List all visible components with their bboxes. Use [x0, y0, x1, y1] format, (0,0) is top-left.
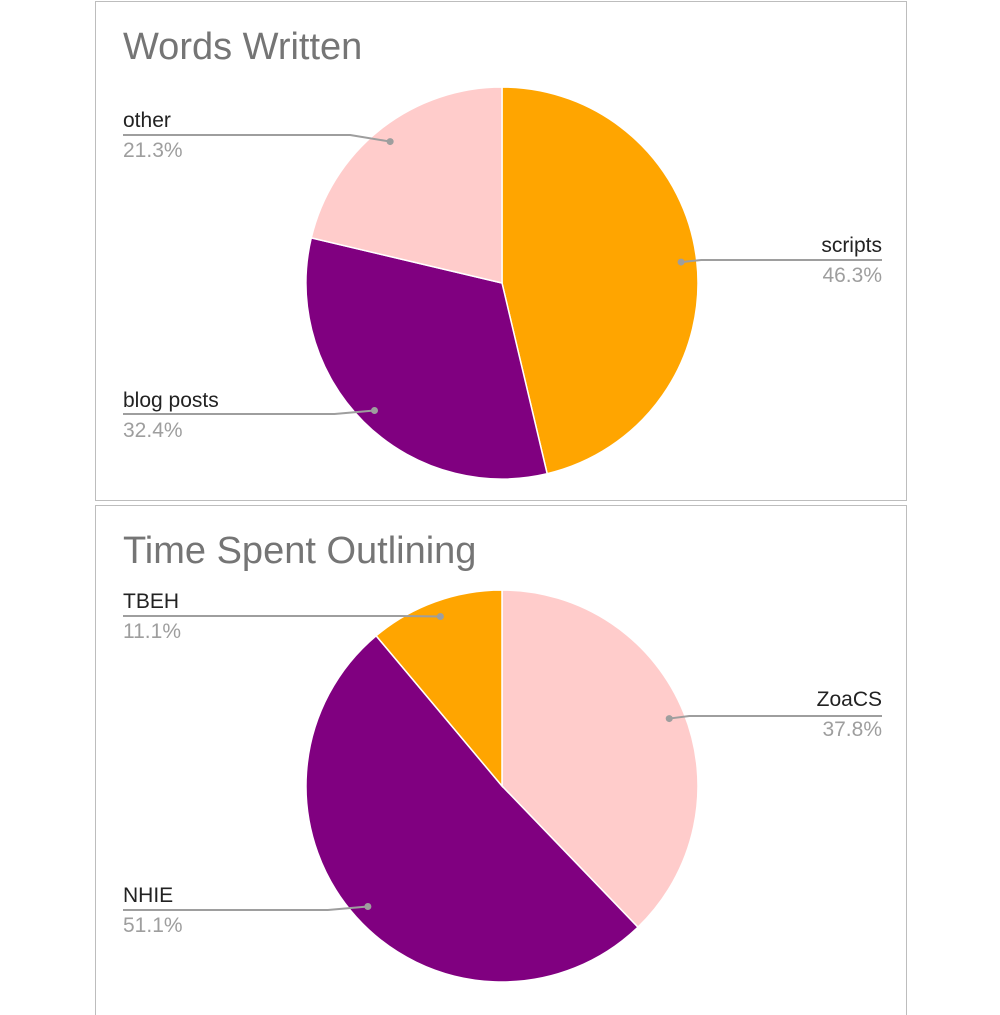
leader-line-scripts [680, 259, 882, 264]
slice-percent-tbeh: 11.1% [123, 620, 181, 643]
pie-slice-other [310, 86, 503, 284]
leader-dot-scripts [677, 258, 685, 266]
leader-line-tbeh [123, 615, 441, 618]
slice-label-zoacs: ZoaCS [817, 688, 882, 711]
leader-dot-blog-posts [370, 407, 378, 415]
chart-title: Words Written [123, 26, 362, 68]
pie-slices [305, 589, 699, 983]
slice-percent-nhie: 51.1% [123, 914, 183, 937]
slice-percent-scripts: 46.3% [822, 264, 882, 287]
leader-dot-tbeh [436, 613, 444, 621]
pie-slice-tbeh [375, 589, 503, 789]
leader-line-blog-posts [123, 409, 375, 415]
pie-slice-blog-posts [305, 236, 549, 480]
slice-percent-zoacs: 37.8% [822, 718, 882, 741]
pie-slices [305, 86, 699, 480]
leader-dot-nhie [364, 903, 372, 911]
pie-slice-zoacs [501, 589, 699, 929]
slice-label-nhie: NHIE [123, 884, 173, 907]
slice-percent-blog-posts: 32.4% [123, 419, 183, 442]
leader-line-other [123, 134, 391, 143]
slice-label-tbeh: TBEH [123, 590, 179, 613]
time-spent-outlining-chart: Time Spent Outlining ZoaCS 37.8% NHIE 51.1%… [95, 505, 907, 1015]
slice-label-scripts: scripts [821, 234, 882, 257]
words-written-chart: Words Written scripts 46.3% blog posts 32.4… [95, 1, 907, 501]
words-written-pie-svg: Words Written scripts 46.3% blog posts 32.4… [123, 26, 882, 480]
pie-slice-nhie [305, 634, 640, 983]
leader-line-nhie [123, 905, 368, 911]
leader-line-zoacs [669, 715, 882, 720]
time-spent-outlining-pie-svg: Time Spent Outlining ZoaCS 37.8% NHIE 51.1%… [123, 530, 882, 983]
slice-percent-other: 21.3% [123, 139, 183, 162]
slice-label-blog-posts: blog posts [123, 389, 219, 412]
leader-dot-other [386, 138, 394, 146]
leader-dot-zoacs [665, 715, 673, 723]
chart-title: Time Spent Outlining [123, 530, 476, 572]
slice-label-other: other [123, 109, 171, 132]
